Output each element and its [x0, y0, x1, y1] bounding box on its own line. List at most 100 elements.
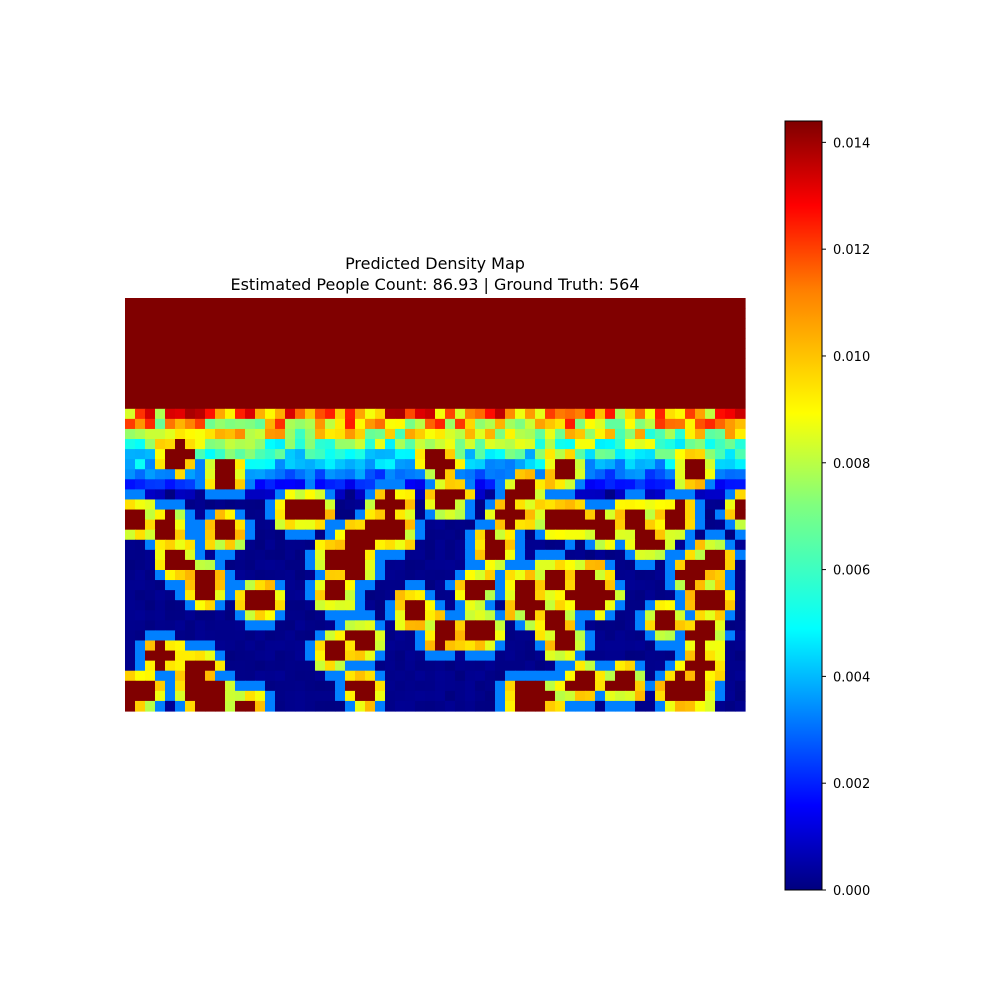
- heatmap-cell: [535, 479, 546, 490]
- heatmap-cell: [615, 559, 626, 571]
- heatmap-cell: [385, 378, 396, 390]
- heatmap-cell: [165, 600, 176, 611]
- heatmap-cell: [185, 680, 196, 692]
- heatmap-cell: [735, 298, 746, 309]
- heatmap-cell: [565, 620, 576, 632]
- heatmap-cell: [245, 348, 256, 360]
- heatmap-cell: [345, 388, 356, 400]
- heatmap-cell: [455, 539, 466, 551]
- heatmap-cell: [525, 418, 536, 430]
- heatmap-cell: [445, 378, 456, 390]
- heatmap-cell: [155, 449, 166, 460]
- heatmap-cell: [595, 378, 606, 390]
- heatmap-cell: [465, 700, 476, 712]
- heatmap-cell: [475, 569, 486, 581]
- heatmap-cell: [725, 398, 736, 410]
- heatmap-cell: [335, 479, 346, 490]
- heatmap-cell: [265, 539, 276, 551]
- heatmap-cell: [405, 509, 416, 521]
- heatmap-cell: [695, 469, 706, 480]
- heatmap-cell: [265, 328, 276, 339]
- heatmap-cell: [265, 489, 276, 501]
- heatmap-cell: [615, 700, 626, 712]
- heatmap-cell: [275, 398, 286, 410]
- heatmap-cell: [645, 469, 656, 480]
- heatmap-cell: [175, 358, 186, 370]
- heatmap-cell: [155, 610, 166, 621]
- heatmap-cell: [425, 620, 436, 632]
- heatmap-cell: [445, 600, 456, 611]
- heatmap-cell: [175, 590, 186, 601]
- heatmap-cell: [175, 308, 186, 319]
- heatmap-cell: [595, 418, 606, 430]
- heatmap-cell: [395, 509, 406, 521]
- heatmap-cell: [585, 428, 596, 440]
- heatmap-cell: [315, 388, 326, 400]
- heatmap-cell: [545, 580, 556, 591]
- heatmap-cell: [355, 408, 366, 420]
- heatmap-cell: [205, 640, 216, 652]
- heatmap-cell: [425, 378, 436, 390]
- heatmap-cell: [375, 338, 386, 349]
- heatmap-cell: [475, 590, 486, 601]
- heatmap-cell: [135, 509, 146, 521]
- heatmap-cell: [205, 680, 216, 692]
- heatmap-cell: [705, 378, 716, 390]
- heatmap-cell: [485, 529, 496, 541]
- heatmap-cell: [635, 590, 646, 601]
- heatmap-cell: [515, 398, 526, 410]
- heatmap-cell: [625, 318, 636, 329]
- heatmap-cell: [635, 398, 646, 410]
- heatmap-cell: [475, 318, 486, 329]
- heatmap-cell: [475, 580, 486, 591]
- heatmap-cell: [665, 519, 676, 531]
- heatmap-cell: [715, 650, 726, 662]
- heatmap-cell: [275, 449, 286, 460]
- heatmap-cell: [435, 650, 446, 662]
- heatmap-cell: [355, 509, 366, 521]
- heatmap-cell: [545, 328, 556, 339]
- heatmap-cell: [295, 388, 306, 400]
- heatmap-cell: [525, 378, 536, 390]
- heatmap-cell: [265, 358, 276, 370]
- heatmap-cell: [715, 700, 726, 712]
- heatmap-cell: [705, 680, 716, 692]
- heatmap-cell: [155, 338, 166, 349]
- heatmap-cell: [415, 600, 426, 611]
- heatmap-cell: [575, 660, 586, 672]
- heatmap-cell: [265, 459, 276, 470]
- heatmap-cell: [285, 690, 296, 702]
- heatmap-cell: [575, 398, 586, 410]
- heatmap-cell: [435, 580, 446, 591]
- heatmap-cell: [175, 459, 186, 470]
- heatmap-cell: [265, 439, 276, 450]
- heatmap-cell: [705, 368, 716, 380]
- heatmap-cell: [275, 368, 286, 380]
- heatmap-cell: [385, 670, 396, 682]
- heatmap-cell: [505, 600, 516, 611]
- heatmap-cell: [425, 690, 436, 702]
- heatmap-cell: [205, 418, 216, 430]
- heatmap-cell: [525, 640, 536, 652]
- heatmap-cell: [405, 489, 416, 501]
- heatmap-cell: [385, 620, 396, 632]
- heatmap-cell: [435, 408, 446, 420]
- heatmap-cell: [245, 358, 256, 370]
- heatmap-cell: [225, 600, 236, 611]
- heatmap-cell: [175, 519, 186, 531]
- heatmap-cell: [635, 388, 646, 400]
- heatmap-cell: [605, 600, 616, 611]
- heatmap-cell: [545, 610, 556, 621]
- heatmap-cell: [605, 660, 616, 672]
- heatmap-cell: [625, 418, 636, 430]
- heatmap-cell: [385, 640, 396, 652]
- heatmap-cell: [355, 298, 366, 309]
- colorbar-tick-label: 0.012: [833, 243, 870, 258]
- heatmap-cell: [545, 670, 556, 682]
- heatmap-cell: [685, 660, 696, 672]
- heatmap-cell: [195, 318, 206, 329]
- heatmap-cell: [555, 700, 566, 712]
- heatmap-cell: [235, 640, 246, 652]
- heatmap-cell: [195, 580, 206, 591]
- heatmap-cell: [515, 549, 526, 561]
